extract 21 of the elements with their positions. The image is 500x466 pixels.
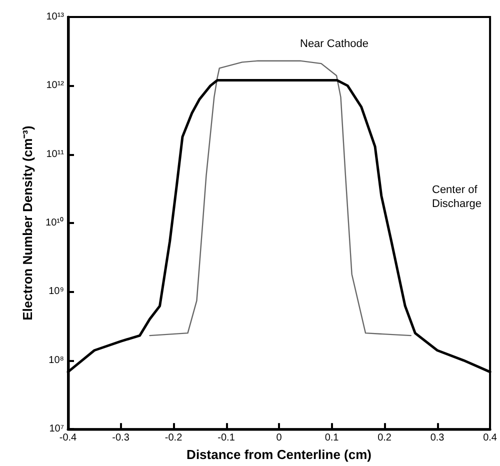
x-tick-label: 0.1	[324, 432, 340, 444]
x-axis-title: Distance from Centerline (cm)	[186, 447, 372, 462]
annotation: Center of Discharge	[432, 184, 482, 210]
y-tick-label: 10⁸	[48, 354, 64, 366]
y-tick-label: 10¹²	[46, 80, 65, 92]
x-tick-label: 0.2	[378, 432, 392, 444]
y-tick-label: 10¹³	[46, 12, 65, 22]
x-tick-label: 0.3	[430, 432, 445, 444]
y-tick-label: 10¹¹	[46, 148, 65, 160]
annotation: Near Cathode	[300, 38, 368, 50]
y-tick-label: 10⁹	[48, 286, 64, 298]
x-tick-label: 0	[276, 432, 282, 444]
line-series	[149, 60, 412, 336]
x-tick-label: -0.2	[164, 432, 183, 444]
y-axis-title: Electron Number Density (cm⁻³)	[20, 126, 35, 320]
x-tick-label: -0.1	[218, 432, 236, 444]
y-tick-label: 10⁷	[49, 424, 64, 435]
x-tick-label: -0.4	[59, 432, 78, 444]
x-tick-label: -0.3	[112, 432, 130, 444]
y-tick-label: 10¹⁰	[46, 216, 64, 229]
x-tick-label: 0.4	[483, 432, 498, 444]
